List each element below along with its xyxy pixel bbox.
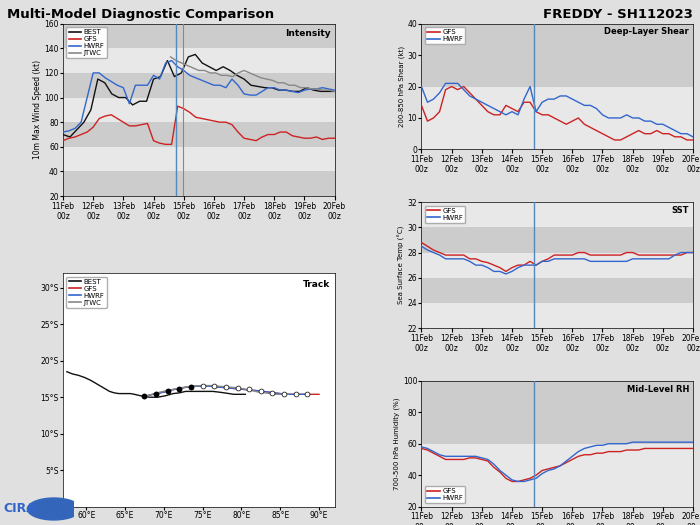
Y-axis label: 200-850 hPa Shear (kt): 200-850 hPa Shear (kt) <box>398 46 405 127</box>
Circle shape <box>27 498 81 520</box>
Bar <box>421 381 693 412</box>
Text: Track: Track <box>303 280 330 289</box>
Text: FREDDY - SH112023: FREDDY - SH112023 <box>543 8 693 21</box>
Text: Mid-Level RH: Mid-Level RH <box>626 385 689 394</box>
Legend: GFS, HWRF: GFS, HWRF <box>425 27 466 44</box>
Bar <box>421 412 693 444</box>
Text: Intensity: Intensity <box>285 29 330 38</box>
Text: CIRA: CIRA <box>4 502 36 516</box>
Text: Multi-Model Diagnostic Comparison: Multi-Model Diagnostic Comparison <box>7 8 274 21</box>
Legend: GFS, HWRF: GFS, HWRF <box>425 206 466 223</box>
Bar <box>421 24 693 55</box>
Bar <box>421 278 693 303</box>
Bar <box>63 24 335 48</box>
Legend: BEST, GFS, HWRF, JTWC: BEST, GFS, HWRF, JTWC <box>66 27 107 58</box>
Bar <box>421 55 693 87</box>
Bar <box>63 73 335 98</box>
Y-axis label: 700-500 hPa Humidity (%): 700-500 hPa Humidity (%) <box>393 397 400 490</box>
Text: SST: SST <box>671 206 689 215</box>
Bar <box>63 172 335 196</box>
Y-axis label: 10m Max Wind Speed (kt): 10m Max Wind Speed (kt) <box>33 60 41 160</box>
Legend: BEST, GFS, HWRF, JTWC: BEST, GFS, HWRF, JTWC <box>66 277 107 308</box>
Legend: GFS, HWRF: GFS, HWRF <box>425 486 466 503</box>
Bar <box>63 122 335 147</box>
Text: Deep-Layer Shear: Deep-Layer Shear <box>604 27 689 36</box>
Y-axis label: Sea Surface Temp (°C): Sea Surface Temp (°C) <box>398 226 405 304</box>
Bar <box>421 227 693 253</box>
